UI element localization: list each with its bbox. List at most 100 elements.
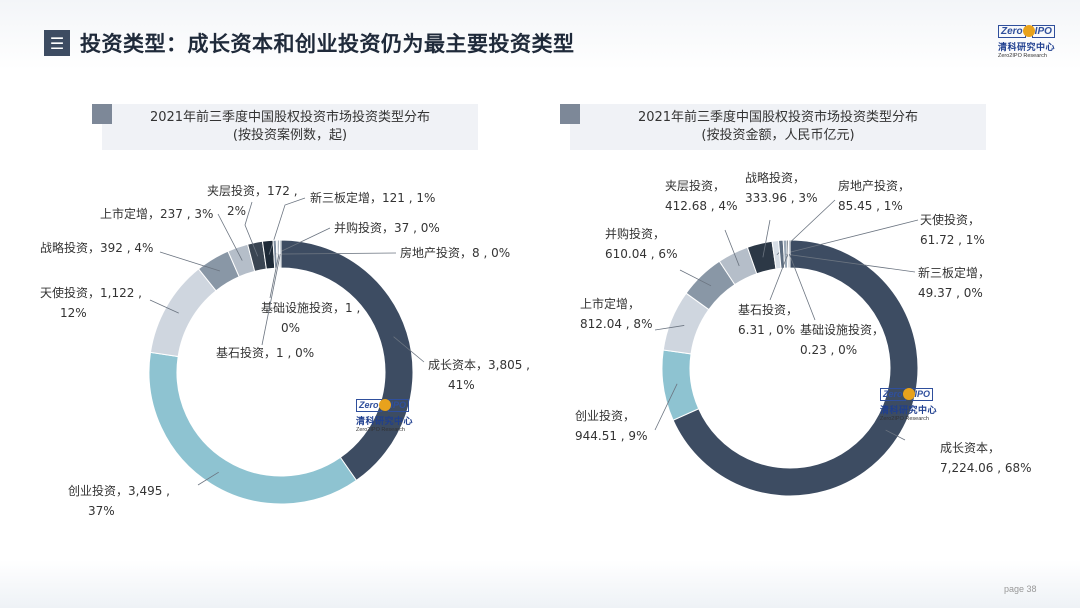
data-label-right-4-0: 夹层投资，: [665, 178, 725, 193]
data-label-right-1-0: 创业投资，: [575, 408, 635, 423]
wm-left-circle-icon: [378, 399, 391, 411]
data-label-left-2-1: 12%: [60, 306, 87, 320]
wm-left-text-a: Zero: [356, 398, 382, 412]
leader-line-left-2: [149, 299, 179, 314]
donut-slice-right-10: [787, 239, 791, 269]
wm-right-cn: 清科研究中心: [880, 406, 938, 416]
leader-line-right-8: [785, 253, 916, 273]
leader-line-right-3: [679, 269, 712, 287]
data-label-left-5-1: 2%: [227, 204, 246, 218]
leader-line-right-7: [781, 219, 919, 255]
leader-line-left-3: [159, 251, 221, 272]
data-label-right-0-1: 7,224.06 , 68%: [940, 461, 1032, 475]
data-label-right-9-0: 基石投资，: [738, 302, 798, 317]
page-value: 38: [1026, 584, 1037, 594]
data-label-left-8-0: 房地产投资，8 , 0%: [400, 245, 510, 260]
data-label-right-3-0: 并购投资，: [605, 226, 665, 241]
donut-slice-right-0: [672, 239, 919, 497]
leader-line-left-6: [268, 197, 306, 255]
data-label-left-6-0: 新三板定增，121 , 1%: [310, 190, 435, 205]
chart-subtitle-right: 2021年前三季度中国股权投资市场投资类型分布 (按投资金额，人民币亿元): [570, 104, 986, 150]
data-label-right-10-1: 0.23 , 0%: [800, 343, 857, 357]
data-label-left-7-0: 并购投资，37 , 0%: [334, 220, 440, 235]
data-label-right-1-1: 944.51 , 9%: [575, 429, 647, 443]
wm-right-text-b: IPO: [911, 387, 934, 401]
logo-text-b: IPO: [1031, 24, 1055, 38]
wm-right-circle-icon: [902, 388, 915, 400]
donut-chart-left: 成长资本，3,805 , 41% 创业投资，3,495 , 37% 天使投资，1,122…: [40, 183, 530, 518]
leader-line-right-1: [654, 383, 678, 431]
logo-text-a: Zero: [998, 24, 1026, 38]
subtitle-marker-left: [92, 104, 112, 124]
chart-left-title-line1: 2021年前三季度中国股权投资市场投资类型分布: [149, 110, 431, 125]
data-label-right-7-0: 天使投资，: [920, 212, 980, 227]
data-label-right-3-1: 610.04 , 6%: [605, 247, 677, 261]
data-label-right-8-1: 49.37 , 0%: [918, 286, 983, 300]
data-label-right-8-0: 新三板定增，: [918, 265, 990, 280]
logo-cn-text: 清科研究中心: [998, 43, 1056, 53]
slide-header: ☰ 投资类型：成长资本和创业投资仍为最主要投资类型: [44, 28, 575, 58]
chart-left-watermark: Zero IPO 清科研究中心 Zero2IPO Research: [356, 398, 416, 433]
menu-icon: ☰: [44, 30, 70, 56]
logo-en-text: Zero2IPO Research: [998, 53, 1047, 59]
leader-line-left-9: [269, 253, 280, 299]
wm-left-cn: 清科研究中心: [356, 417, 414, 427]
data-label-left-9-0: 基础设施投资，1 ,: [261, 300, 360, 315]
data-label-right-7-1: 61.72 , 1%: [920, 233, 985, 247]
data-label-right-5-1: 333.96 , 3%: [745, 191, 817, 205]
chart-subtitle-left: 2021年前三季度中国股权投资市场投资类型分布 (按投资案例数，起): [102, 104, 478, 150]
leader-line-right-9: [769, 253, 789, 301]
page-title: 投资类型：成长资本和创业投资仍为最主要投资类型: [80, 32, 575, 56]
donut-slice-left-2: [149, 268, 217, 358]
data-label-right-2-1: 812.04 , 8%: [580, 317, 652, 331]
leader-line-left-8: [277, 252, 397, 255]
data-label-left-9-1: 0%: [281, 321, 300, 335]
subtitle-marker-right: [560, 104, 580, 124]
chart-right-watermark: Zero IPO 清科研究中心 Zero2IPO Research: [880, 387, 940, 422]
data-label-left-1-1: 37%: [88, 504, 115, 518]
page-number: page 38: [1004, 584, 1037, 594]
data-label-right-10-0: 基础设施投资，: [800, 322, 884, 337]
leader-line-left-4: [217, 213, 243, 261]
donut-slice-left-0: [280, 239, 414, 482]
wm-left-text-b: IPO: [387, 398, 410, 412]
data-label-left-0-0: 成长资本，3,805 ,: [428, 358, 530, 372]
leader-line-right-10: [788, 253, 816, 321]
data-label-left-1-0: 创业投资，3,495 ,: [68, 483, 170, 498]
data-label-right-5-0: 战略投资，: [745, 170, 805, 185]
data-label-right-4-1: 412.68 , 4%: [665, 199, 737, 213]
wm-right-en: Zero2IPO Research: [880, 416, 929, 422]
leader-line-left-0: [393, 336, 425, 363]
leader-line-right-2: [654, 325, 685, 331]
data-label-left-2-0: 天使投资，1,122 ,: [40, 285, 142, 300]
leader-line-left-5: [244, 201, 259, 257]
brand-logo: Zero IPO 清科研究中心 Zero2IPO Research: [998, 24, 1062, 59]
chart-left-title-line2: (按投资案例数，起): [232, 128, 348, 143]
data-label-left-4-0: 上市定增，237 , 3%: [100, 206, 213, 221]
logo-circle-icon: [1022, 25, 1035, 37]
chart-right-title-line1: 2021年前三季度中国股权投资市场投资类型分布: [637, 110, 919, 125]
wm-left-en: Zero2IPO Research: [356, 427, 405, 433]
leader-line-right-4: [724, 229, 740, 267]
leader-line-left-10: [261, 253, 281, 346]
data-label-left-3-0: 战略投资，392 , 4%: [40, 240, 153, 255]
leader-line-right-0: [885, 429, 906, 441]
data-label-right-2-0: 上市定增，: [580, 296, 640, 311]
data-label-right-0-0: 成长资本，: [940, 441, 1000, 455]
data-label-right-6-0: 房地产投资，: [838, 178, 910, 193]
leader-line-left-1: [197, 471, 219, 486]
leader-line-right-5: [762, 219, 771, 258]
data-label-left-0-1: 41%: [448, 378, 475, 392]
donut-chart-right: 成长资本， 7,224.06 , 68% 创业投资， 944.51 , 9% 上市定增，…: [575, 170, 1032, 497]
chart-right-title-line2: (按投资金额，人民币亿元): [701, 128, 855, 143]
data-label-left-5-0: 夹层投资，172 ,: [207, 183, 298, 198]
donut-slice-left-1: [148, 351, 358, 505]
page-label: page: [1004, 584, 1025, 594]
data-label-left-10-0: 基石投资，1 , 0%: [216, 345, 314, 360]
donut-slice-right-1: [661, 349, 700, 421]
data-label-right-6-1: 85.45 , 1%: [838, 199, 903, 213]
leader-line-left-7: [275, 227, 331, 255]
wm-right-text-a: Zero: [880, 387, 906, 401]
data-label-right-9-1: 6.31 , 0%: [738, 323, 795, 337]
